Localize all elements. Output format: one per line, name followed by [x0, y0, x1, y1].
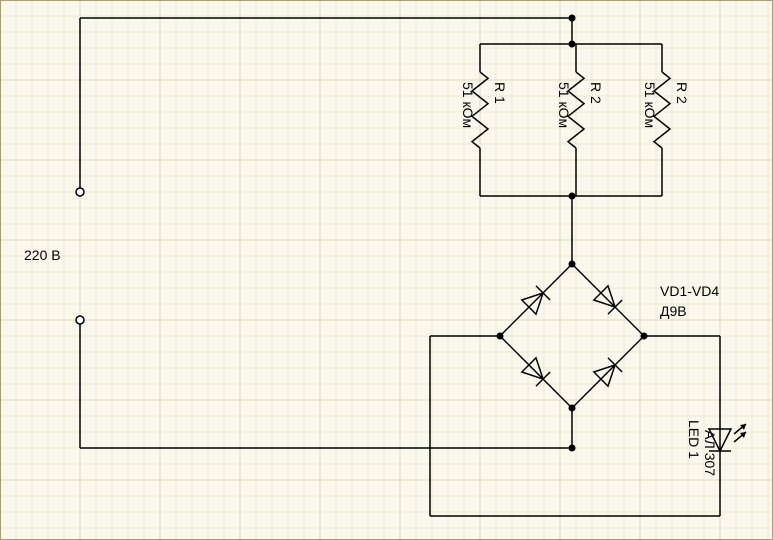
bridge-name-label: VD1-VD4: [660, 283, 719, 299]
r3-name: R 2: [674, 82, 690, 104]
bridge-model-label: Д9В: [660, 303, 687, 319]
r1-name: R 1: [492, 82, 508, 104]
source-label: 220 В: [24, 247, 61, 263]
r1-value: 51 кОм: [460, 82, 476, 128]
led-name: LED 1: [686, 420, 702, 459]
led-model: АЛ 307: [702, 430, 718, 476]
background: [0, 0, 773, 540]
r3-value: 51 кОм: [642, 82, 658, 128]
terminal-bottom: [76, 316, 84, 324]
terminal-top: [76, 188, 84, 196]
r2-name: R 2: [588, 82, 604, 104]
r2-value: 51 кОм: [556, 82, 572, 128]
